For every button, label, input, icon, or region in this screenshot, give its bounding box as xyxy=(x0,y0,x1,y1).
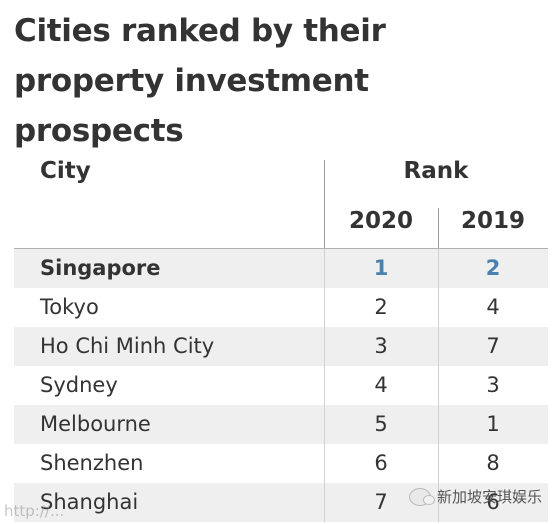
city-cell: Singapore xyxy=(40,256,161,280)
column-divider xyxy=(438,208,439,250)
rank-2020-cell: 5 xyxy=(374,412,388,436)
city-cell: Shanghai xyxy=(40,490,139,514)
rank-2020-cell: 2 xyxy=(374,295,388,319)
rank-2020-cell: 6 xyxy=(374,451,388,475)
watermark-badge: 新加坡安琪娱乐 xyxy=(408,486,542,507)
table-row: Singapore 1 2 xyxy=(14,249,548,288)
column-header-2020: 2020 xyxy=(348,208,413,234)
ranking-table: City Rank 2020 2019 Singapore 1 2 Tokyo … xyxy=(14,150,548,522)
column-header-2019: 2019 xyxy=(460,208,525,234)
city-cell: Ho Chi Minh City xyxy=(40,334,215,358)
city-cell: Shenzhen xyxy=(40,451,144,475)
title-line-2: property investment prospects xyxy=(14,63,369,149)
rank-2019-cell: 1 xyxy=(486,412,500,436)
column-header-city: City xyxy=(40,158,91,184)
watermark-url: http://... xyxy=(4,502,65,520)
rank-2020-cell: 4 xyxy=(374,373,388,397)
table-header: City Rank 2020 2019 xyxy=(14,150,548,250)
wechat-icon xyxy=(408,487,435,506)
city-cell: Sydney xyxy=(40,373,118,397)
rank-2020-cell: 7 xyxy=(374,490,388,514)
column-divider xyxy=(324,160,325,250)
table-row: Melbourne 5 1 xyxy=(14,405,548,444)
title-line-1: Cities ranked by their xyxy=(14,13,386,49)
table-row: Shanghai 7 6 xyxy=(14,483,548,522)
column-header-rank: Rank xyxy=(403,158,469,184)
rank-2019-cell: 8 xyxy=(486,451,500,475)
city-cell: Melbourne xyxy=(40,412,151,436)
table-row: Tokyo 2 4 xyxy=(14,288,548,327)
rank-2019-cell: 4 xyxy=(486,295,500,319)
table-row: Shenzhen 6 8 xyxy=(14,444,548,483)
rank-2019-cell: 6 xyxy=(486,490,500,514)
table-body: Singapore 1 2 Tokyo 2 4 Ho Chi Minh City… xyxy=(14,248,548,522)
rank-2019-cell: 7 xyxy=(486,334,500,358)
rank-2019-cell: 3 xyxy=(486,373,500,397)
city-cell: Tokyo xyxy=(40,295,99,319)
rank-2020-cell: 1 xyxy=(373,256,389,280)
table-row: Sydney 4 3 xyxy=(14,366,548,405)
rank-2019-cell: 2 xyxy=(485,256,501,280)
table-row: Ho Chi Minh City 3 7 xyxy=(14,327,548,366)
page-title: Cities ranked by their property investme… xyxy=(14,6,544,156)
watermark-text: 新加坡安琪娱乐 xyxy=(436,488,542,506)
rank-2020-cell: 3 xyxy=(374,334,388,358)
